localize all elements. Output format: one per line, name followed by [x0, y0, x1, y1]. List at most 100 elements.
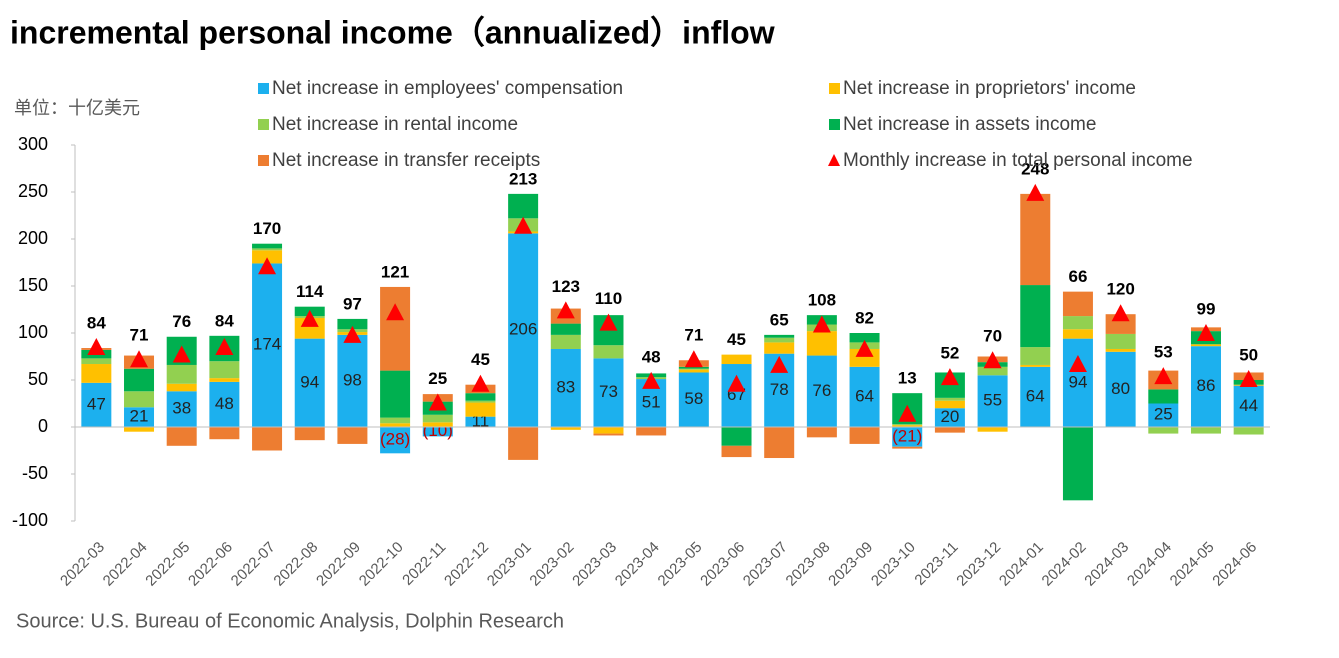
bar-segment [508, 233, 539, 427]
bar-segment [593, 433, 624, 436]
total-label: 248 [1021, 159, 1049, 178]
bar-segment [849, 333, 880, 343]
total-label: 99 [1197, 299, 1216, 318]
bar-segment [209, 381, 240, 427]
bar-segment [977, 366, 1008, 376]
value-label: 78 [770, 380, 789, 399]
total-label: 25 [428, 369, 447, 388]
total-marker [386, 303, 405, 321]
total-marker [1154, 367, 1173, 385]
total-label: 45 [727, 330, 746, 349]
total-label: 114 [296, 282, 324, 301]
bar-segment [124, 368, 155, 392]
value-label: 21 [130, 407, 149, 426]
bar-segment [1062, 329, 1093, 339]
total-label: 76 [172, 312, 191, 331]
value-label: 94 [300, 372, 319, 391]
bar-segment [337, 334, 368, 427]
bar-segment [209, 378, 240, 382]
bar-segment [1062, 291, 1093, 317]
y-tick-label: 150 [18, 275, 48, 295]
legend-label: Monthly increase in total personal incom… [843, 150, 1193, 171]
total-marker [87, 338, 106, 356]
bar-segment [1105, 348, 1136, 352]
bar-segment [209, 361, 240, 379]
bar-segment [977, 427, 1008, 432]
bar-segment [1062, 338, 1093, 427]
value-label: 58 [684, 389, 703, 408]
value-label: (28) [380, 430, 410, 449]
legend-label: Net increase in assets income [843, 114, 1096, 135]
bar-segment [465, 393, 496, 401]
bar-segment [422, 414, 453, 423]
bar-segment [294, 317, 325, 339]
bar-segment [678, 368, 709, 370]
legend-swatch [258, 155, 269, 166]
value-label: 20 [940, 407, 959, 426]
total-label: 50 [1239, 345, 1258, 364]
bar-segment [849, 366, 880, 427]
value-label: 47 [87, 394, 106, 413]
y-tick-label: 300 [18, 134, 48, 154]
total-marker [642, 371, 661, 389]
bar-segment [337, 318, 368, 330]
bar-segment [849, 427, 880, 444]
value-label: 98 [343, 370, 362, 389]
total-marker [1196, 323, 1215, 341]
bar-segment [81, 358, 112, 365]
total-marker [1239, 370, 1258, 387]
total-marker [770, 355, 789, 373]
total-label: 45 [471, 350, 490, 369]
total-label: 213 [509, 169, 537, 188]
bar-segment [934, 427, 965, 433]
total-marker [215, 338, 234, 356]
bar-segment [764, 337, 795, 343]
bar-segment [294, 338, 325, 427]
bar-segment [1062, 316, 1093, 330]
bar-segment [422, 427, 453, 437]
total-marker [556, 301, 575, 319]
y-tick-label: -100 [12, 510, 48, 530]
total-label: 66 [1068, 267, 1087, 286]
bar-segment [252, 250, 283, 264]
legend-label: Net increase in employees' compensation [272, 78, 623, 99]
bar-segment [252, 243, 283, 249]
total-marker [727, 374, 746, 392]
value-label: 25 [1154, 405, 1173, 424]
bar-segment [380, 286, 411, 371]
total-label: 121 [381, 262, 409, 281]
value-label: 64 [855, 386, 874, 405]
bar-segment [166, 427, 197, 446]
value-label: 94 [1068, 372, 1087, 391]
total-label: 170 [253, 219, 281, 238]
bar-segment [550, 334, 581, 349]
total-label: 108 [808, 291, 836, 310]
total-label: 65 [770, 310, 789, 329]
total-marker [130, 350, 149, 368]
bar-segment [934, 397, 965, 401]
bar-segment [1105, 351, 1136, 427]
bar-segment [721, 364, 752, 427]
bar-segment [1105, 333, 1136, 349]
total-label: 97 [343, 294, 362, 313]
bar-segment [252, 248, 283, 251]
bar-segment [934, 408, 965, 427]
bar-segment [1020, 366, 1051, 427]
total-marker [300, 309, 319, 327]
value-label: 48 [215, 394, 234, 413]
bar-segment [465, 400, 496, 403]
bar-segment [934, 400, 965, 409]
total-marker [471, 374, 490, 392]
value-label: 55 [983, 391, 1002, 410]
value-label: 38 [172, 399, 191, 418]
bar-segment [1190, 344, 1221, 347]
total-label: 13 [898, 369, 917, 388]
value-label: 174 [253, 335, 281, 354]
legend-swatch [258, 119, 269, 130]
total-marker [343, 325, 362, 343]
bar-segment [593, 358, 624, 427]
chart-title: incremental personal income（annualized）i… [10, 14, 775, 50]
bar-segment [721, 445, 752, 458]
legend-label: Net increase in transfer receipts [272, 150, 540, 171]
bar-segment [1020, 364, 1051, 367]
